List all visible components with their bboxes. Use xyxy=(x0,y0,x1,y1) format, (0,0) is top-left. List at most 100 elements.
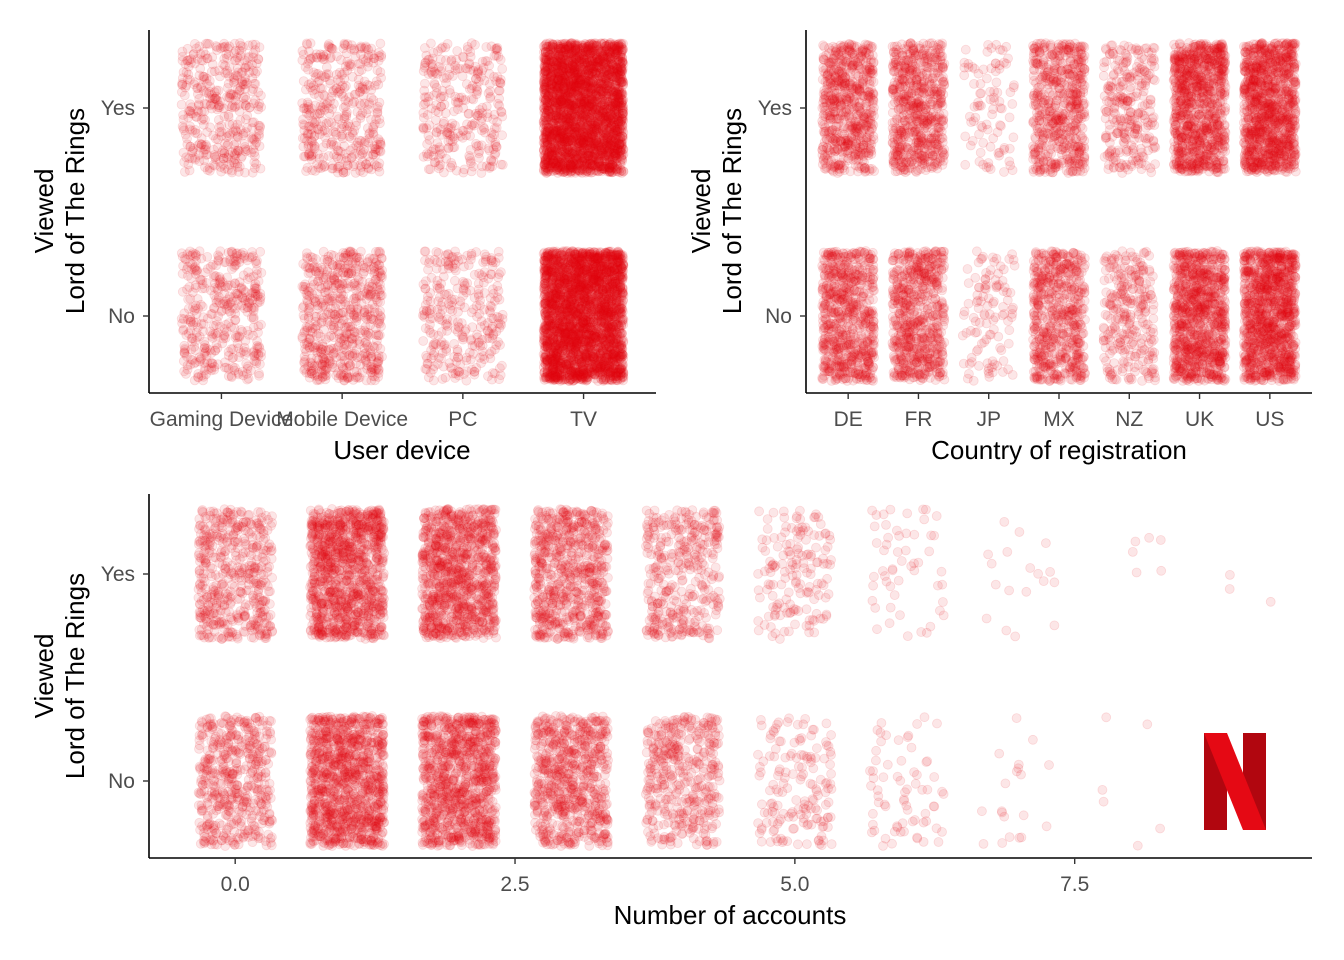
data-point xyxy=(351,293,362,304)
data-point xyxy=(238,42,248,52)
data-point xyxy=(446,294,457,305)
data-point xyxy=(468,94,479,105)
data-point xyxy=(350,327,360,338)
data-point xyxy=(497,130,508,141)
data-point xyxy=(237,292,248,303)
data-point xyxy=(354,150,365,161)
data-point xyxy=(494,312,504,323)
data-point xyxy=(445,134,456,145)
data-point xyxy=(200,162,210,173)
data-point xyxy=(230,91,241,102)
data-point xyxy=(354,372,365,383)
data-point xyxy=(247,39,258,50)
data-point xyxy=(341,153,352,163)
data-point xyxy=(240,73,251,83)
data-point xyxy=(358,268,369,279)
data-point xyxy=(210,345,221,356)
data-point xyxy=(230,150,241,161)
data-point xyxy=(423,372,434,383)
data-point xyxy=(190,77,201,88)
data-point xyxy=(430,144,441,155)
data-point xyxy=(224,130,235,141)
data-point xyxy=(232,71,243,81)
data-point xyxy=(336,333,347,344)
data-point xyxy=(230,154,240,165)
data-point xyxy=(353,141,364,151)
data-point xyxy=(205,261,216,272)
data-point xyxy=(220,333,231,343)
data-point xyxy=(183,112,194,123)
data-point xyxy=(231,137,242,147)
data-point xyxy=(185,108,196,119)
data-point xyxy=(350,167,361,178)
data-point xyxy=(193,303,204,314)
data-point xyxy=(440,256,451,267)
data-point xyxy=(441,318,452,329)
data-point xyxy=(452,46,463,56)
data-point xyxy=(176,87,187,97)
data-point xyxy=(487,132,498,143)
data-point xyxy=(366,286,377,297)
data-point xyxy=(252,340,263,351)
data-point xyxy=(239,76,250,87)
data-point xyxy=(226,165,237,176)
data-point xyxy=(213,115,224,125)
data-point xyxy=(222,83,233,93)
data-point xyxy=(198,55,209,66)
data-point xyxy=(370,375,380,386)
data-point xyxy=(199,74,210,85)
data-point xyxy=(233,145,244,156)
data-point xyxy=(366,43,377,54)
data-point xyxy=(249,134,260,145)
data-point xyxy=(362,351,373,362)
data-point xyxy=(180,129,191,140)
data-point xyxy=(220,296,231,307)
data-point xyxy=(235,324,246,335)
data-point xyxy=(202,149,213,160)
data-point xyxy=(349,278,360,288)
data-point xyxy=(216,120,227,131)
data-point xyxy=(247,295,258,306)
data-point xyxy=(476,168,487,178)
data-point xyxy=(247,73,258,83)
data-point xyxy=(244,102,255,113)
data-point xyxy=(244,51,254,62)
data-point xyxy=(230,308,241,319)
data-point xyxy=(436,129,447,140)
data-point xyxy=(235,124,246,135)
data-point xyxy=(351,358,362,369)
data-point xyxy=(434,292,445,303)
data-point xyxy=(478,122,489,133)
data-point xyxy=(376,272,387,283)
data-point xyxy=(243,61,254,72)
data-point xyxy=(223,50,234,60)
data-point xyxy=(196,253,207,264)
data-point xyxy=(307,276,318,287)
data-point xyxy=(184,55,195,65)
data-point xyxy=(231,90,242,100)
data-point xyxy=(485,91,496,102)
data-point xyxy=(199,283,210,294)
data-point xyxy=(314,129,325,140)
data-point xyxy=(199,106,210,117)
data-point xyxy=(180,343,190,354)
data-point xyxy=(347,127,358,138)
data-point xyxy=(248,271,259,282)
data-point xyxy=(450,246,461,257)
data-point xyxy=(371,351,382,362)
data-point xyxy=(225,88,236,99)
data-point xyxy=(209,150,220,160)
data-point xyxy=(303,64,314,75)
data-point xyxy=(234,85,245,96)
data-point xyxy=(474,268,485,279)
data-point xyxy=(190,282,201,293)
data-point xyxy=(451,54,462,65)
data-point xyxy=(255,122,266,133)
data-point xyxy=(206,309,217,319)
data-point xyxy=(303,141,314,152)
data-point xyxy=(486,155,497,166)
data-point xyxy=(322,254,333,265)
data-point xyxy=(484,333,495,343)
data-point xyxy=(339,141,350,152)
data-point xyxy=(176,248,187,259)
